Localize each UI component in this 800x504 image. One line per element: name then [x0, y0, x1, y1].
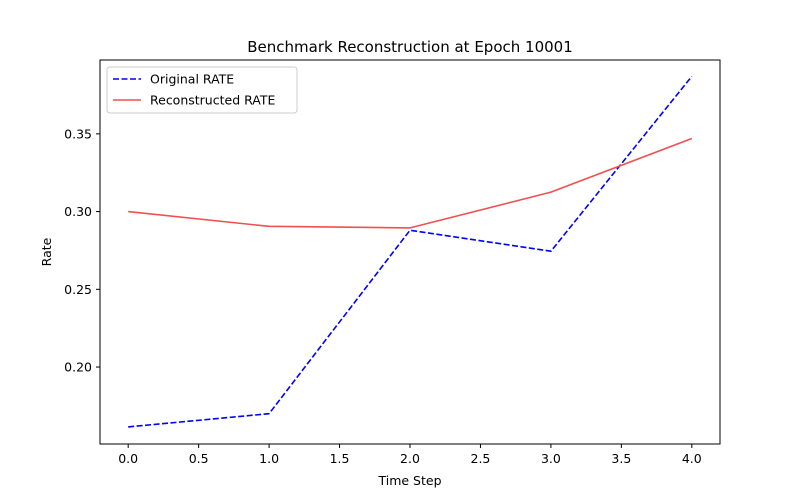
x-tick-label: 4.0	[682, 451, 702, 466]
x-tick-label: 2.0	[400, 451, 420, 466]
series-line-reconstructed-rate	[128, 137, 693, 229]
legend-entry-label: Original RATE	[150, 72, 234, 87]
y-tick-label: 0.20	[64, 360, 92, 375]
y-axis-ticks: 0.20 0.25 0.30 0.35	[64, 126, 100, 375]
x-tick-label: 1.5	[330, 451, 350, 466]
x-tick-label: 3.0	[541, 451, 561, 466]
x-tick-label: 1.0	[259, 451, 279, 466]
legend-box	[106, 66, 298, 114]
x-axis-label: Time Step	[377, 473, 441, 488]
legend-entry-label: Reconstructed RATE	[150, 93, 275, 108]
x-tick-label: 0.5	[189, 451, 209, 466]
x-tick-label: 3.5	[611, 451, 631, 466]
y-tick-label: 0.25	[64, 282, 92, 297]
x-tick-label: 0.0	[118, 451, 138, 466]
y-tick-label: 0.35	[64, 126, 92, 141]
y-tick-label: 0.30	[64, 204, 92, 219]
x-tick-label: 2.5	[471, 451, 491, 466]
chart-title: Benchmark Reconstruction at Epoch 10001	[247, 38, 573, 56]
y-axis-label: Rate	[39, 237, 54, 266]
series-layer	[128, 75, 693, 428]
x-axis-ticks: 0.0 0.5 1.0 1.5 2.0 2.5 3.0 3.5 4.0	[118, 444, 702, 466]
series-line-original-rate	[128, 75, 693, 428]
legend: Original RATE Reconstructed RATE	[106, 66, 298, 114]
